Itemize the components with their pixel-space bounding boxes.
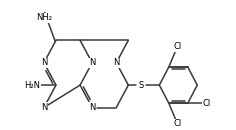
Text: S: S: [139, 81, 144, 90]
Text: NH₂: NH₂: [36, 13, 52, 22]
Text: N: N: [41, 103, 47, 112]
Text: N: N: [113, 58, 119, 67]
Text: N: N: [41, 58, 47, 67]
Text: H₂N: H₂N: [24, 81, 40, 90]
Text: Cl: Cl: [173, 119, 181, 128]
Text: Cl: Cl: [202, 99, 211, 108]
Text: Cl: Cl: [173, 42, 181, 51]
Text: N: N: [89, 58, 95, 67]
Text: N: N: [89, 103, 95, 112]
